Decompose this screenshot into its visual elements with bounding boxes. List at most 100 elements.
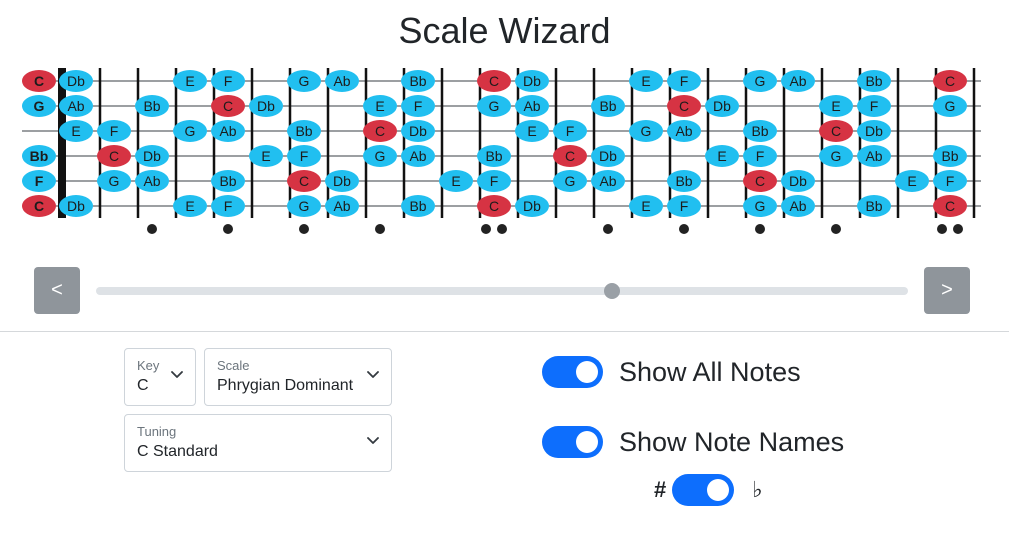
position-slider[interactable] xyxy=(96,283,908,299)
key-select[interactable]: Key C xyxy=(124,348,196,406)
fret-note[interactable]: Db xyxy=(401,120,435,142)
fret-note[interactable]: Db xyxy=(705,95,739,117)
fret-note[interactable]: G xyxy=(287,70,321,92)
fret-note[interactable]: F xyxy=(477,170,511,192)
fret-note[interactable]: Ab xyxy=(781,70,815,92)
previous-position-button[interactable]: < xyxy=(34,267,80,314)
fret-note[interactable]: Bb xyxy=(743,120,777,142)
fret-note[interactable]: Ab xyxy=(325,195,359,217)
fret-note[interactable]: E xyxy=(59,120,93,142)
fret-note[interactable]: Bb xyxy=(401,195,435,217)
fret-note[interactable]: E xyxy=(249,145,283,167)
fret-note[interactable]: Db xyxy=(325,170,359,192)
fret-note[interactable]: F xyxy=(22,170,56,192)
fret-note[interactable]: Db xyxy=(515,70,549,92)
show-all-notes-toggle[interactable] xyxy=(542,356,603,388)
fret-note[interactable]: G xyxy=(173,120,207,142)
fret-note[interactable]: Db xyxy=(135,145,169,167)
fret-note[interactable]: Ab xyxy=(781,195,815,217)
fret-note[interactable]: C xyxy=(97,145,131,167)
fret-note[interactable]: E xyxy=(439,170,473,192)
fret-note[interactable]: G xyxy=(97,170,131,192)
fret-note[interactable]: G xyxy=(477,95,511,117)
fret-note[interactable]: C xyxy=(667,95,701,117)
fret-note[interactable]: E xyxy=(629,70,663,92)
fret-note[interactable]: Ab xyxy=(135,170,169,192)
fret-note[interactable]: F xyxy=(553,120,587,142)
fret-note[interactable]: E xyxy=(629,195,663,217)
fret-note[interactable]: F xyxy=(743,145,777,167)
fret-note[interactable]: Ab xyxy=(59,95,93,117)
fret-note[interactable]: Ab xyxy=(515,95,549,117)
fret-note[interactable]: G xyxy=(287,195,321,217)
fret-note[interactable]: G xyxy=(819,145,853,167)
fret-note[interactable]: Bb xyxy=(477,145,511,167)
fret-note[interactable]: Bb xyxy=(135,95,169,117)
fret-note[interactable]: C xyxy=(933,70,967,92)
fret-note[interactable]: E xyxy=(819,95,853,117)
fret-note[interactable]: Bb xyxy=(933,145,967,167)
fret-note[interactable]: C xyxy=(819,120,853,142)
fret-note[interactable]: F xyxy=(97,120,131,142)
show-note-names-toggle[interactable] xyxy=(542,426,603,458)
fret-note[interactable]: F xyxy=(211,195,245,217)
fret-note[interactable]: F xyxy=(401,95,435,117)
fret-note[interactable]: F xyxy=(667,70,701,92)
fret-note[interactable]: C xyxy=(22,70,56,92)
fret-note[interactable]: Db xyxy=(515,195,549,217)
scale-select[interactable]: Scale Phrygian Dominant xyxy=(204,348,392,406)
fret-note[interactable]: C xyxy=(743,170,777,192)
fret-note[interactable]: C xyxy=(477,70,511,92)
next-position-button[interactable]: > xyxy=(924,267,970,314)
fret-note[interactable]: C xyxy=(933,195,967,217)
fret-note[interactable]: Bb xyxy=(591,95,625,117)
fret-note[interactable]: G xyxy=(743,195,777,217)
fret-note[interactable]: F xyxy=(211,70,245,92)
fret-note[interactable]: Db xyxy=(59,195,93,217)
fret-note[interactable]: G xyxy=(363,145,397,167)
fret-note[interactable]: E xyxy=(173,195,207,217)
fret-note[interactable]: C xyxy=(553,145,587,167)
fret-note[interactable]: Bb xyxy=(287,120,321,142)
fret-note[interactable]: Db xyxy=(591,145,625,167)
fret-note[interactable]: Db xyxy=(59,70,93,92)
fret-note[interactable]: Ab xyxy=(325,70,359,92)
accidental-toggle[interactable] xyxy=(672,474,735,506)
fret-note[interactable]: C xyxy=(477,195,511,217)
fret-note[interactable]: Bb xyxy=(211,170,245,192)
fret-note[interactable]: C xyxy=(22,195,56,217)
fret-note[interactable]: E xyxy=(515,120,549,142)
fret-note[interactable]: G xyxy=(933,95,967,117)
fretboard[interactable]: C Db E F G Ab Bb C Db E F G Ab Bb CG Ab Bb C Db E F G Ab Bb C Db E… xyxy=(0,0,1009,245)
fret-note[interactable]: F xyxy=(287,145,321,167)
fret-note[interactable]: C xyxy=(211,95,245,117)
fret-note[interactable]: Db xyxy=(781,170,815,192)
fret-note[interactable]: Bb xyxy=(401,70,435,92)
fret-note[interactable]: Ab xyxy=(401,145,435,167)
fret-note[interactable]: Bb xyxy=(22,145,56,167)
fret-note[interactable]: Db xyxy=(857,120,891,142)
fret-note[interactable]: Bb xyxy=(667,170,701,192)
fret-note[interactable]: E xyxy=(173,70,207,92)
fret-note[interactable]: Bb xyxy=(857,70,891,92)
fret-note[interactable]: Ab xyxy=(591,170,625,192)
fret-note[interactable]: F xyxy=(857,95,891,117)
fret-note[interactable]: Db xyxy=(249,95,283,117)
fret-note[interactable]: G xyxy=(553,170,587,192)
fret-note[interactable]: E xyxy=(705,145,739,167)
fret-note[interactable]: F xyxy=(667,195,701,217)
tuning-select[interactable]: Tuning C Standard xyxy=(124,414,392,472)
fret-note[interactable]: Ab xyxy=(667,120,701,142)
fret-note[interactable]: C xyxy=(363,120,397,142)
fret-note[interactable]: Ab xyxy=(857,145,891,167)
fret-note[interactable]: Bb xyxy=(857,195,891,217)
fret-note[interactable]: G xyxy=(22,95,56,117)
fret-note[interactable]: E xyxy=(895,170,929,192)
fret-note[interactable]: G xyxy=(743,70,777,92)
fret-note[interactable]: E xyxy=(363,95,397,117)
fret-note[interactable]: Ab xyxy=(211,120,245,142)
fret-note[interactable]: C xyxy=(287,170,321,192)
fret-note[interactable]: F xyxy=(933,170,967,192)
fret-note[interactable]: G xyxy=(629,120,663,142)
slider-thumb[interactable] xyxy=(604,283,621,299)
